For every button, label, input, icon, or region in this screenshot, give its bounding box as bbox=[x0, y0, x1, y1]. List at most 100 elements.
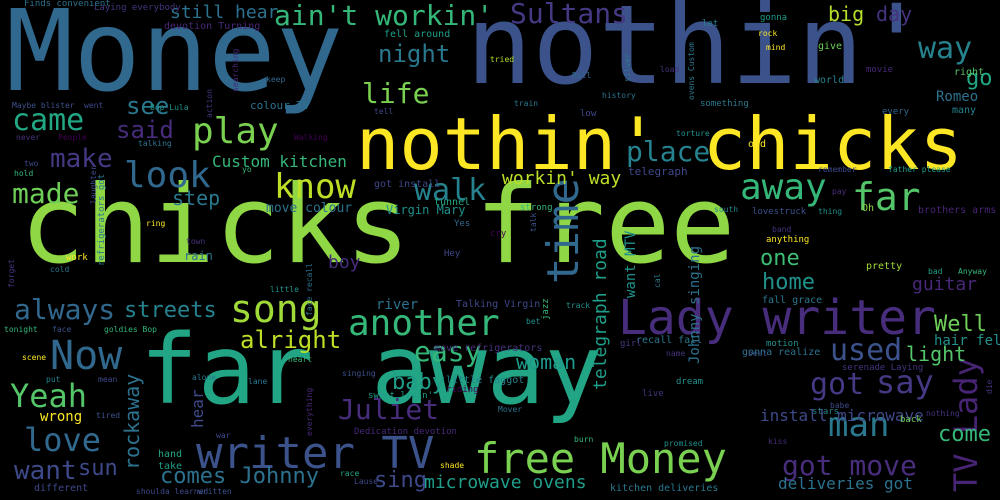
word: everything bbox=[305, 387, 314, 436]
word: microwave ovens bbox=[424, 472, 587, 493]
word: tunnel bbox=[434, 197, 471, 208]
word: big bbox=[828, 2, 865, 26]
word: used bbox=[830, 333, 903, 368]
word: face bbox=[52, 325, 72, 334]
word: talk bbox=[529, 212, 538, 232]
word: town bbox=[186, 237, 206, 246]
word: pay bbox=[832, 187, 847, 196]
word: talking bbox=[138, 139, 172, 148]
word: die bbox=[985, 379, 994, 394]
word: cal bbox=[653, 273, 662, 288]
word: Well bbox=[934, 312, 987, 337]
word: see bbox=[126, 92, 170, 120]
word: wrong bbox=[40, 409, 83, 425]
word: day bbox=[876, 2, 913, 26]
word: Sultans bbox=[510, 0, 629, 30]
word: say bbox=[876, 363, 934, 401]
word: ovens Custom bbox=[687, 42, 696, 100]
word: Finds convenient bbox=[24, 0, 111, 9]
word: singing bbox=[342, 369, 376, 378]
word: shoulda learned bbox=[136, 487, 209, 496]
word: father please bbox=[888, 165, 951, 174]
word: guitar bbox=[912, 274, 978, 295]
word: hand bbox=[158, 449, 183, 460]
word: life bbox=[362, 77, 430, 110]
word: boy bbox=[328, 252, 361, 273]
word: far away bbox=[140, 314, 603, 426]
word: go bbox=[966, 66, 993, 91]
word: right bbox=[954, 67, 985, 78]
word: sing bbox=[374, 468, 427, 493]
word: history bbox=[602, 91, 636, 100]
word: cry bbox=[490, 229, 507, 239]
word: track bbox=[566, 301, 591, 310]
word: best bbox=[748, 349, 768, 358]
word: People bbox=[58, 133, 87, 142]
word: way bbox=[918, 31, 973, 66]
word: forget bbox=[7, 259, 16, 288]
word: devotion Turning bbox=[164, 21, 261, 32]
word: colour TV bbox=[250, 99, 310, 112]
word: comes Johnny bbox=[160, 464, 319, 489]
word: every bbox=[882, 107, 910, 117]
word: went bbox=[84, 101, 104, 110]
word: brothers arms bbox=[918, 205, 997, 216]
word: tonight bbox=[4, 325, 38, 334]
word: Yeah bbox=[10, 377, 88, 415]
word: girl bbox=[620, 339, 642, 349]
word: woman bbox=[516, 350, 577, 374]
word: live bbox=[642, 389, 664, 399]
word: movie bbox=[866, 65, 894, 75]
word: Oh bbox=[862, 203, 875, 214]
word: lane bbox=[248, 377, 268, 386]
word: old bbox=[748, 139, 767, 150]
word: stars bbox=[812, 407, 840, 417]
word: sweet lovin' bbox=[368, 391, 434, 401]
word: rockaway bbox=[120, 373, 144, 470]
word: workin' way bbox=[502, 168, 622, 189]
word: gonna realize bbox=[742, 347, 821, 358]
word: telegraph road bbox=[590, 238, 611, 390]
word: hold bbox=[14, 169, 34, 178]
word: mind bbox=[766, 43, 786, 52]
word: shade bbox=[440, 461, 465, 470]
word: take bbox=[158, 461, 183, 472]
word: Lady writer bbox=[618, 290, 936, 346]
word: Mover bbox=[498, 405, 523, 414]
word: goldies Bop bbox=[104, 325, 157, 334]
word: one bbox=[760, 246, 800, 271]
word: lovestruck bbox=[752, 207, 807, 217]
word: baby bbox=[392, 370, 445, 395]
word: refrigerators got bbox=[97, 173, 107, 266]
word: Dedication devotion bbox=[354, 427, 457, 437]
word: song bbox=[230, 287, 322, 331]
word: rock bbox=[758, 29, 778, 38]
word: world bbox=[814, 75, 845, 86]
word: install microwave bbox=[760, 406, 924, 425]
word: tried bbox=[490, 55, 515, 64]
word: Juliet bbox=[338, 393, 440, 426]
word: writer TV bbox=[196, 428, 435, 479]
word: kiss bbox=[768, 437, 788, 446]
word: man bbox=[828, 405, 890, 445]
word: Yes bbox=[454, 219, 471, 229]
word: river bbox=[376, 297, 419, 313]
word: away bbox=[740, 167, 827, 208]
word: night bbox=[378, 40, 451, 68]
word: south bbox=[714, 205, 739, 214]
word: Roll bbox=[572, 71, 592, 80]
word: train bbox=[514, 99, 539, 108]
word: nothin' bbox=[466, 0, 930, 109]
word: got move bbox=[782, 449, 917, 482]
word: said bbox=[116, 116, 174, 144]
word: bet bbox=[526, 317, 541, 326]
word: ain't workin' bbox=[274, 0, 494, 32]
word: tired bbox=[96, 411, 121, 420]
word: action bbox=[205, 89, 214, 118]
word: always bbox=[14, 293, 116, 326]
word: come bbox=[938, 422, 991, 447]
word: chicks free bbox=[20, 163, 736, 288]
word: light bbox=[906, 342, 967, 366]
word: rain bbox=[184, 249, 213, 263]
word: face recall bbox=[305, 263, 314, 316]
